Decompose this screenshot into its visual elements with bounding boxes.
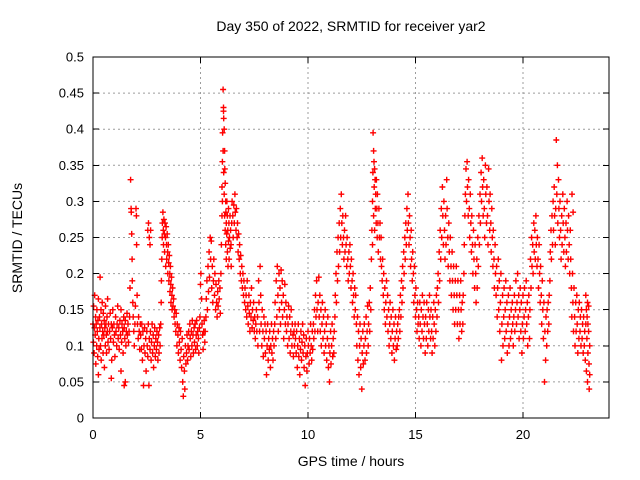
y-tick-label: 0.35 bbox=[59, 158, 84, 173]
y-tick-label: 0.5 bbox=[66, 50, 84, 65]
y-tick-label: 0.3 bbox=[66, 194, 84, 209]
y-tick-label: 0.15 bbox=[59, 302, 84, 317]
x-tick-label: 15 bbox=[408, 427, 422, 442]
x-tick-label: 10 bbox=[301, 427, 315, 442]
y-tick-label: 0.1 bbox=[66, 338, 84, 353]
chart-title: Day 350 of 2022, SRMTID for receiver yar… bbox=[216, 18, 485, 34]
y-axis-label: SRMTID / TECUs bbox=[9, 183, 25, 293]
gridlines bbox=[93, 57, 609, 418]
y-tick-label: 0.05 bbox=[59, 374, 84, 389]
x-tick-label: 5 bbox=[197, 427, 204, 442]
tick-labels: 0 5 10 15 20 0 0.05 0.1 0.15 0.2 0.25 0.3 0.35 0.4 0.4… bbox=[59, 50, 531, 443]
x-axis-label: GPS time / hours bbox=[298, 453, 405, 469]
y-tick-label: 0 bbox=[77, 411, 84, 426]
y-tick-label: 0.4 bbox=[66, 122, 84, 137]
y-tick-label: 0.2 bbox=[66, 266, 84, 281]
y-tick-label: 0.45 bbox=[59, 86, 84, 101]
plot-border bbox=[92, 56, 610, 419]
x-tick-label: 20 bbox=[516, 427, 530, 442]
y-tick-label: 0.25 bbox=[59, 230, 84, 245]
x-tick-label: 0 bbox=[89, 427, 96, 442]
